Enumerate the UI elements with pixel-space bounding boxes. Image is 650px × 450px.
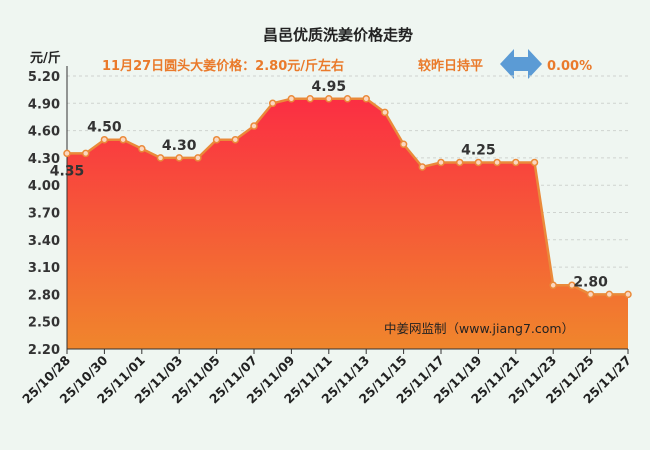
data-point bbox=[455, 158, 464, 167]
data-point bbox=[418, 163, 427, 171]
data-point bbox=[194, 154, 202, 162]
data-point bbox=[343, 95, 352, 103]
data-point bbox=[530, 158, 539, 167]
data-label: 2.80 bbox=[573, 274, 608, 290]
data-point bbox=[119, 135, 127, 144]
data-point bbox=[605, 290, 614, 299]
chart-title: 昌邑优质洗姜价格走势 bbox=[263, 26, 413, 44]
y-axis-ticks: 5.20 4.90 4.60 4.30 4.00 3.70 3.40 3.10 2.80 2.50… bbox=[28, 70, 60, 358]
y-tick-label: 2.20 bbox=[28, 343, 60, 358]
price-note: 11月27日圆头大姜价格：2.80元/斤左右 bbox=[102, 58, 344, 74]
data-point bbox=[287, 95, 296, 103]
y-tick-label: 5.20 bbox=[28, 70, 60, 85]
data-point bbox=[306, 95, 314, 103]
data-point bbox=[325, 95, 333, 103]
change-percent: 0.00% bbox=[547, 59, 592, 74]
data-label: 4.50 bbox=[87, 120, 122, 136]
data-point bbox=[362, 95, 370, 103]
data-point bbox=[138, 145, 146, 153]
data-point bbox=[212, 135, 221, 144]
data-point bbox=[175, 154, 183, 162]
data-point bbox=[63, 149, 71, 158]
y-tick-label: 4.90 bbox=[28, 97, 60, 112]
data-point bbox=[268, 99, 277, 108]
axes bbox=[66, 66, 628, 350]
data-point bbox=[474, 158, 483, 167]
y-tick-label: 3.10 bbox=[28, 261, 60, 276]
data-point bbox=[399, 140, 408, 148]
y-tick-label: 3.70 bbox=[28, 207, 60, 222]
y-tick-label: 4.30 bbox=[28, 152, 60, 167]
y-axis-unit: 元/斤 bbox=[30, 50, 61, 66]
y-tick-label: 2.80 bbox=[28, 288, 60, 303]
data-label: 4.95 bbox=[312, 79, 347, 95]
x-axis-ticks: 25/10/2825/10/3025/11/0125/11/0325/11/05… bbox=[19, 349, 634, 406]
y-tick-label: 3.40 bbox=[28, 234, 60, 249]
data-point bbox=[81, 149, 90, 158]
y-tick-label: 2.50 bbox=[28, 316, 60, 331]
data-point bbox=[437, 158, 445, 167]
data-label: 4.35 bbox=[50, 163, 85, 179]
y-tick-label: 4.00 bbox=[28, 179, 60, 194]
data-point bbox=[493, 158, 501, 167]
data-point bbox=[624, 290, 632, 299]
data-label: 4.25 bbox=[461, 142, 496, 158]
data-points bbox=[63, 95, 632, 299]
price-area bbox=[67, 98, 628, 349]
data-point bbox=[586, 290, 595, 299]
data-point bbox=[100, 135, 109, 144]
data-point bbox=[512, 158, 520, 167]
data-labels: 4.35 4.50 4.30 4.95 4.25 2.80 bbox=[50, 79, 608, 291]
watermark: 中姜网监制（www.jiang7.com） bbox=[384, 321, 574, 336]
compare-label: 较昨日持平 bbox=[418, 58, 483, 74]
data-point bbox=[231, 135, 240, 144]
data-point bbox=[549, 281, 557, 290]
data-point bbox=[381, 108, 389, 117]
data-point bbox=[250, 122, 258, 130]
data-label: 4.30 bbox=[162, 138, 197, 154]
data-point bbox=[156, 154, 165, 162]
double-arrow-icon bbox=[500, 49, 542, 79]
y-tick-label: 4.60 bbox=[28, 125, 60, 140]
data-point bbox=[568, 281, 576, 290]
